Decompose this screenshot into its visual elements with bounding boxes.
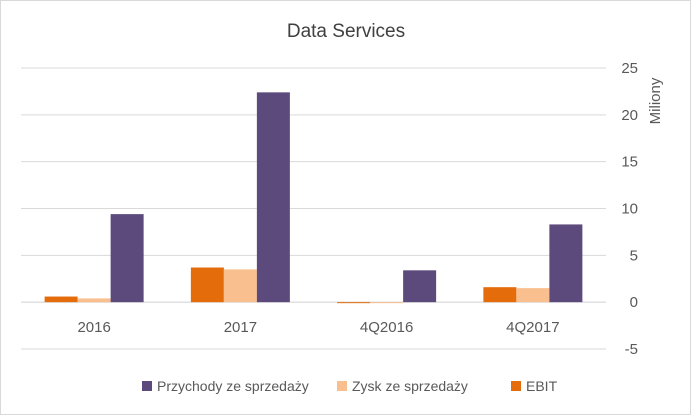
legend-item: Zysk ze sprzedaży bbox=[337, 378, 468, 394]
bar-przychody-ze-sprzeda-y-2017 bbox=[256, 92, 290, 303]
bar-zysk-ze-sprzeda-y-4q2017 bbox=[516, 288, 550, 303]
legend-label: Przychody ze sprzedaży bbox=[157, 378, 309, 394]
bar-ebit-4q2016 bbox=[337, 302, 371, 304]
bar-przychody-ze-sprzeda-y-2016 bbox=[110, 214, 144, 303]
bar-przychody-ze-sprzeda-y-4q2017 bbox=[549, 224, 583, 303]
legend: Przychody ze sprzedaży Zysk ze sprzedaży E… bbox=[142, 378, 558, 394]
x-axis-ticks: 2016 2017 4Q2016 4Q2017 bbox=[77, 319, 559, 336]
bar-przychody-ze-sprzeda-y-4q2016 bbox=[403, 270, 437, 303]
bar-zysk-ze-sprzeda-y-4q2016 bbox=[370, 302, 404, 304]
legend-item: EBIT bbox=[511, 378, 558, 394]
legend-swatch bbox=[511, 381, 521, 391]
legend-swatch bbox=[142, 381, 152, 391]
x-tick-label: 4Q2017 bbox=[506, 319, 559, 336]
legend-swatch bbox=[337, 381, 347, 391]
y-tick-label: 20 bbox=[621, 107, 638, 124]
bar-ebit-4q2017 bbox=[483, 287, 517, 303]
y-tick-label: 10 bbox=[621, 201, 638, 218]
bar-ebit-2017 bbox=[190, 267, 224, 303]
y-axis-ticks: 25 20 15 10 5 0 -5 bbox=[621, 60, 638, 358]
y-tick-label: 25 bbox=[621, 60, 638, 77]
bar-zysk-ze-sprzeda-y-2016 bbox=[77, 298, 111, 303]
bar-zysk-ze-sprzeda-y-2017 bbox=[223, 269, 257, 303]
gridlines bbox=[21, 67, 606, 350]
chart-title: Data Services bbox=[287, 21, 405, 42]
y-tick-label: 5 bbox=[630, 247, 638, 264]
legend-label: EBIT bbox=[526, 378, 558, 394]
y-tick-label: -5 bbox=[625, 341, 638, 358]
y-axis-title: Miliony bbox=[647, 77, 664, 124]
x-tick-label: 4Q2016 bbox=[360, 319, 413, 336]
legend-label: Zysk ze sprzedaży bbox=[352, 378, 468, 394]
x-tick-label: 2017 bbox=[224, 319, 257, 336]
y-tick-label: 15 bbox=[621, 154, 638, 171]
bars bbox=[44, 92, 583, 304]
y-tick-label: 0 bbox=[630, 294, 638, 311]
bar-ebit-2016 bbox=[44, 296, 78, 303]
x-tick-label: 2016 bbox=[77, 319, 110, 336]
legend-item: Przychody ze sprzedaży bbox=[142, 378, 309, 394]
